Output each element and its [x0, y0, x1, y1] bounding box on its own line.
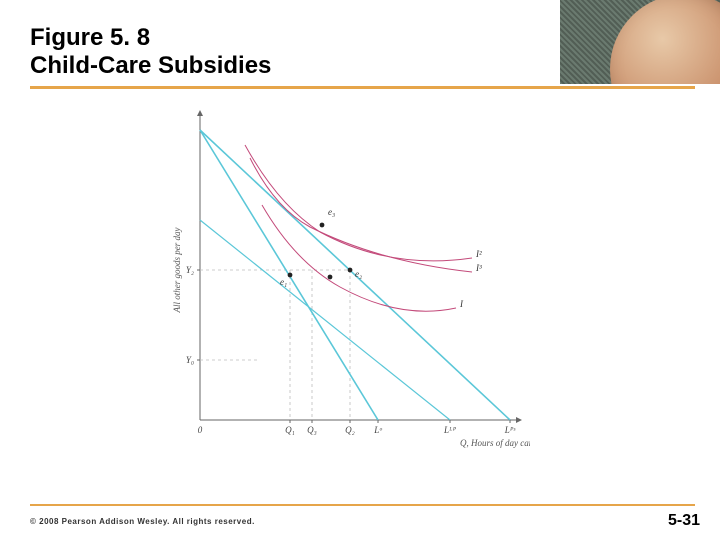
- economics-chart: All other goods per day Q, Hours of day c…: [170, 100, 530, 460]
- svg-text:I³: I³: [475, 263, 482, 273]
- figure-title: Figure 5. 8 Child-Care Subsidies: [30, 24, 520, 79]
- chart-svg: All other goods per day Q, Hours of day c…: [170, 100, 530, 460]
- svg-text:e₂: e₂: [355, 269, 362, 279]
- svg-text:Lᵒ: Lᵒ: [373, 425, 382, 435]
- svg-text:Q₁: Q₁: [285, 425, 295, 435]
- svg-text:e₁: e₁: [280, 277, 287, 287]
- page-number: 5-31: [668, 512, 700, 530]
- copyright-text: © 2008 Pearson Addison Wesley. All right…: [30, 517, 255, 526]
- svg-text:I²: I²: [475, 249, 482, 259]
- svg-text:Q₃: Q₃: [307, 425, 317, 435]
- svg-text:e₃: e₃: [328, 207, 335, 217]
- decorative-corner-image: [560, 0, 720, 84]
- svg-text:Lᴸᴾ: Lᴸᴾ: [443, 425, 457, 435]
- svg-text:Lᴾˢ: Lᴾˢ: [504, 425, 517, 435]
- title-line-1: Figure 5. 8: [30, 24, 520, 52]
- svg-text:Y₂: Y₂: [186, 265, 194, 275]
- svg-text:0: 0: [198, 425, 203, 435]
- svg-text:Q₂: Q₂: [345, 425, 355, 435]
- svg-text:All other goods per day: All other goods per day: [172, 228, 182, 314]
- svg-text:Q, Hours of day care per day: Q, Hours of day care per day: [460, 438, 530, 448]
- svg-text:I: I: [459, 299, 464, 309]
- svg-text:Y₀: Y₀: [186, 355, 194, 365]
- title-underline: [30, 86, 695, 89]
- title-line-2: Child-Care Subsidies: [30, 52, 520, 80]
- footer-rule: [30, 504, 695, 506]
